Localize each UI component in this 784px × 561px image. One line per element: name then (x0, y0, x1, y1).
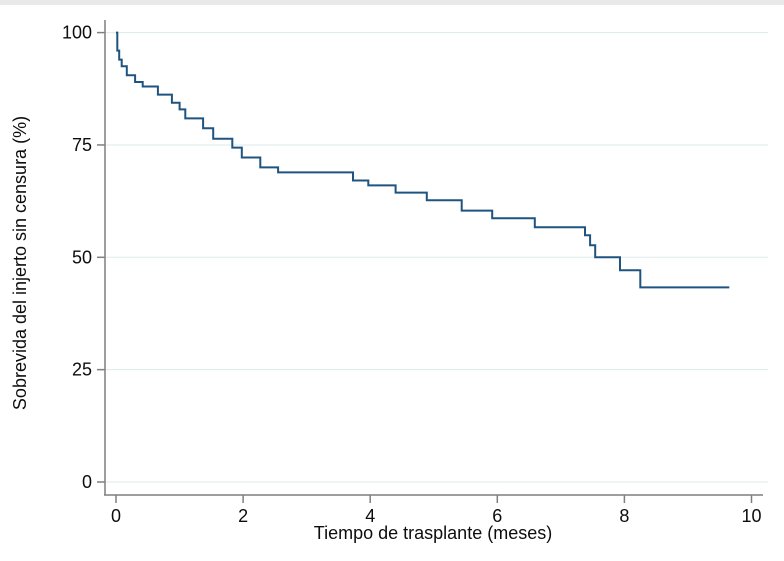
y-tick-label: 75 (72, 135, 92, 155)
y-tick-label: 50 (72, 247, 92, 267)
y-axis-title: Sobrevida del injerto sin censura (%) (10, 116, 30, 410)
gridlines (106, 32, 768, 483)
x-axis-title: Tiempo de trasplante (meses) (314, 523, 552, 543)
survival-curve (116, 31, 730, 289)
tick-labels: 0 25 50 75 100 0 2 4 6 8 10 (62, 23, 762, 526)
x-tick-label: 4 (365, 506, 375, 526)
x-tick-label: 2 (238, 506, 248, 526)
y-tick-label: 100 (62, 23, 92, 43)
y-tick-label: 0 (82, 472, 92, 492)
window-top-strip (0, 0, 784, 5)
x-tick-label: 10 (741, 506, 761, 526)
x-tick-label: 6 (492, 506, 502, 526)
tick-marks (97, 31, 753, 503)
x-tick-label: 8 (619, 506, 629, 526)
x-tick-label: 0 (111, 506, 121, 526)
y-tick-label: 25 (72, 360, 92, 380)
